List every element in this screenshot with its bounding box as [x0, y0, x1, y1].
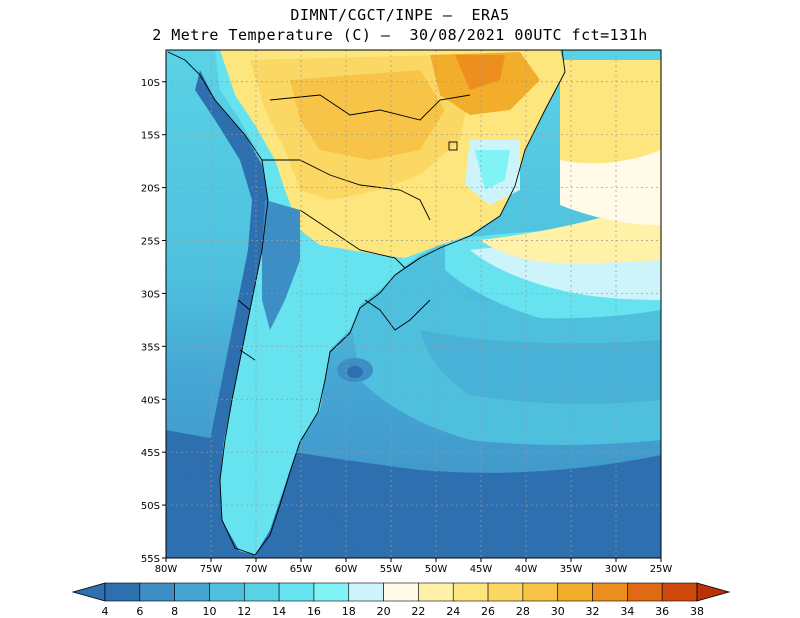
- colorbar-label: 4: [102, 605, 109, 618]
- latitude-labels: 10S 15S 20S 25S 30S 35S 40S 45S 50S 55S: [141, 78, 166, 565]
- colorbar-segment: [104, 582, 141, 602]
- colorbar-high-arrow: [696, 582, 731, 602]
- colorbar-segment: [209, 582, 245, 602]
- lat-tick-label: 15S: [141, 131, 160, 142]
- lon-tick-label: 55W: [380, 564, 403, 575]
- colorbar-label: 34: [620, 605, 634, 618]
- colorbar-label: 16: [307, 605, 321, 618]
- colorbar-segment: [452, 582, 489, 602]
- lon-tick-label: 65W: [290, 564, 313, 575]
- colorbar-segment: [348, 582, 384, 602]
- colorbar-low-arrow: [71, 582, 106, 602]
- lon-tick-label: 50W: [425, 564, 448, 575]
- colorbar-segment: [139, 582, 175, 602]
- colorbar-label: 10: [202, 605, 216, 618]
- lat-tick-label: 20S: [141, 184, 160, 195]
- lat-tick-label: 10S: [141, 78, 160, 89]
- map-title-line1: DIMNT/CGCT/INPE – ERA5: [290, 6, 510, 24]
- colorbar-segment: [278, 582, 315, 602]
- lat-tick-label: 35S: [141, 342, 160, 353]
- lat-tick-label: 40S: [141, 395, 160, 406]
- map-title-line2: 2 Metre Temperature (C) – 30/08/2021 00U…: [152, 26, 648, 44]
- lon-tick-label: 40W: [515, 564, 538, 575]
- lat-tick-label: 50S: [141, 501, 160, 512]
- colorbar-segment: [557, 582, 593, 602]
- colorbar-segment: [627, 582, 663, 602]
- coastline-borders: [167, 50, 566, 556]
- lat-tick-label: 30S: [141, 289, 160, 300]
- colorbar-label: 28: [516, 605, 530, 618]
- colorbar-label: 12: [237, 605, 251, 618]
- lon-tick-label: 80W: [155, 564, 178, 575]
- colorbar-label: 18: [342, 605, 356, 618]
- colorbar-segment: [383, 582, 419, 602]
- temperature-map: 80W 75W 70W 65W 60W 55W 50W 45W 40W 35W 30W 25W 10S…: [141, 49, 673, 575]
- map-frame: [165, 49, 662, 559]
- lon-tick-label: 70W: [245, 564, 268, 575]
- colorbar-segment: [313, 582, 350, 602]
- colorbar-label: 14: [272, 605, 286, 618]
- colorbar-segment: [174, 582, 210, 602]
- colorbar-label: 22: [411, 605, 425, 618]
- lon-tick-label: 60W: [335, 564, 358, 575]
- colorbar-segment: [522, 582, 559, 602]
- colorbar-label: 6: [136, 605, 143, 618]
- lat-tick-label: 25S: [141, 237, 160, 248]
- lon-tick-label: 25W: [650, 564, 673, 575]
- colorbar-label: 38: [690, 605, 704, 618]
- lon-tick-label: 35W: [560, 564, 583, 575]
- colorbar-label: 20: [377, 605, 391, 618]
- longitude-labels: 80W 75W 70W 65W 60W 55W 50W 45W 40W 35W 30W 25W: [155, 558, 673, 575]
- lat-tick-label: 45S: [141, 448, 160, 459]
- colorbar-segment: [418, 582, 454, 602]
- colorbar: 4 6 8 10 12 14 16 18 20 22 24 26 28 30 32 34 36 38: [71, 582, 731, 618]
- colorbar-label: 30: [551, 605, 565, 618]
- temperature-field: [166, 50, 661, 558]
- colorbar-segment: [243, 582, 280, 602]
- colorbar-segment: [592, 582, 628, 602]
- lon-tick-label: 75W: [200, 564, 223, 575]
- lat-tick-label: 55S: [141, 554, 160, 565]
- colorbar-label: 32: [586, 605, 600, 618]
- lon-tick-label: 45W: [470, 564, 493, 575]
- colorbar-label: 24: [446, 605, 460, 618]
- colorbar-segment: [487, 582, 524, 602]
- colorbar-label: 26: [481, 605, 495, 618]
- lon-tick-label: 30W: [605, 564, 628, 575]
- colorbar-segment: [661, 582, 698, 602]
- colorbar-label: 8: [171, 605, 178, 618]
- colorbar-label: 36: [655, 605, 669, 618]
